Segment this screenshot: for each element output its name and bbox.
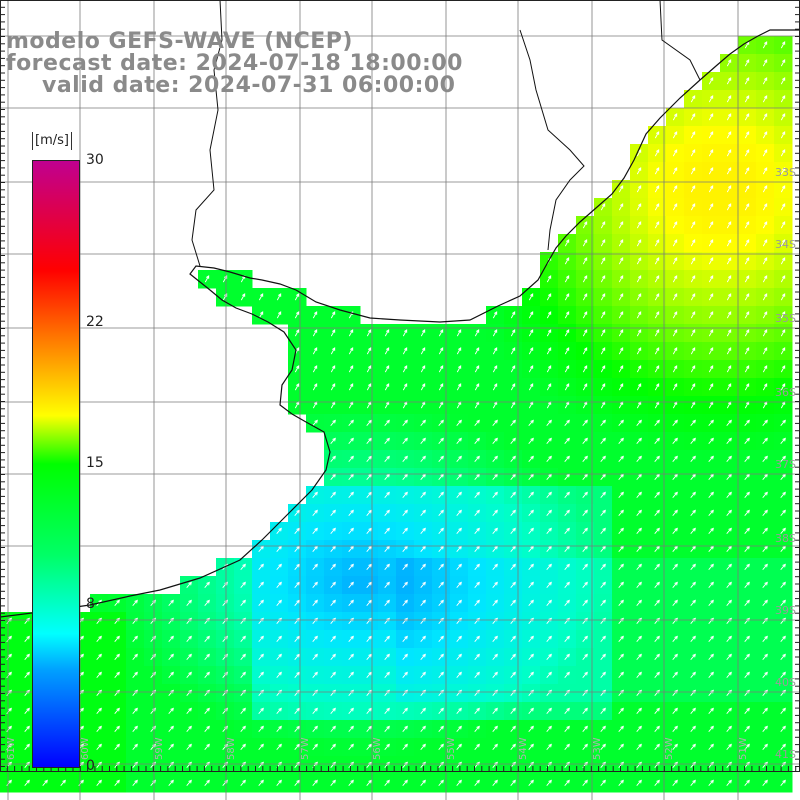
colorbar-unit: [m/s] [32,132,72,150]
longitude-label: 59W [154,737,165,760]
latitude-label: 33S [775,166,796,179]
longitude-label: 58W [226,737,237,760]
longitude-label: 56W [372,737,383,760]
country-border-2 [519,29,585,251]
latitude-label: 37S [775,458,796,471]
colorbar-tick-label: 15 [86,455,104,471]
colorbar-tick-label: 0 [86,758,95,774]
colorbar-tick-label: 8 [86,596,95,613]
longitude-label: 60W [80,737,91,760]
country-border [191,0,223,267]
latitude-label: 34S [775,238,796,251]
longitude-label: 61W [6,737,17,760]
coastline [0,29,800,618]
valid-date: valid date: 2024-07-31 06:00:00 [42,73,456,98]
model-title: modelo GEFS-WAVE (NCEP) [6,29,353,54]
latitude-label: 39S [775,604,796,617]
colorbar-tick-label: 22 [86,313,104,330]
country-border-3 [659,0,701,81]
wind-speed-cells [0,36,793,793]
colorbar [32,160,80,768]
latitude-label: 36S [775,386,796,399]
longitude-label: 55W [446,737,457,760]
latitude-label: 40S [775,676,796,689]
longitude-label: 57W [300,737,311,760]
longitude-label: 52W [664,737,675,760]
latitude-label: 41S [775,748,796,761]
axis-ticks [0,0,800,772]
latitude-label: 38S [775,532,796,545]
colorbar-tick-label: 30 [86,152,104,168]
forecast-date: forecast date: 2024-07-18 18:00:00 [6,51,463,76]
latitude-label: 35S [775,312,796,325]
longitude-label: 54W [518,737,529,760]
longitude-label: 51W [738,737,749,760]
longitude-label: 53W [592,737,603,760]
